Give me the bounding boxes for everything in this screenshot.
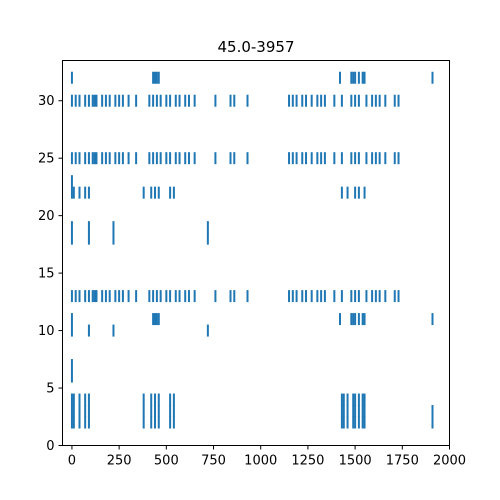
chart-title: 45.0-3957 <box>218 38 295 56</box>
x-tick-label: 2000 <box>433 454 466 469</box>
x-tick-label: 250 <box>107 454 132 469</box>
x-axis: 0 250 500 750 1000 1250 1500 1750 2000 <box>68 445 466 469</box>
y-tick-label: 5 <box>46 382 54 397</box>
y-axis: 0 5 10 15 20 25 30 <box>38 94 63 454</box>
x-tick-label: 0 <box>68 454 76 469</box>
x-tick-label: 750 <box>201 454 226 469</box>
y-tick-label: 10 <box>38 324 55 339</box>
event-marks <box>70 71 434 429</box>
y-tick-label: 15 <box>38 267 55 282</box>
x-tick-label: 1000 <box>244 454 277 469</box>
y-tick-label: 0 <box>46 439 54 454</box>
y-tick-label: 25 <box>38 152 55 167</box>
plot-area-frame <box>62 60 450 446</box>
x-tick-label: 500 <box>154 454 179 469</box>
x-tick-label: 1500 <box>339 454 372 469</box>
y-tick-label: 30 <box>38 94 55 109</box>
y-tick-label: 20 <box>38 209 55 224</box>
x-tick-label: 1250 <box>291 454 324 469</box>
x-tick-label: 1750 <box>386 454 419 469</box>
